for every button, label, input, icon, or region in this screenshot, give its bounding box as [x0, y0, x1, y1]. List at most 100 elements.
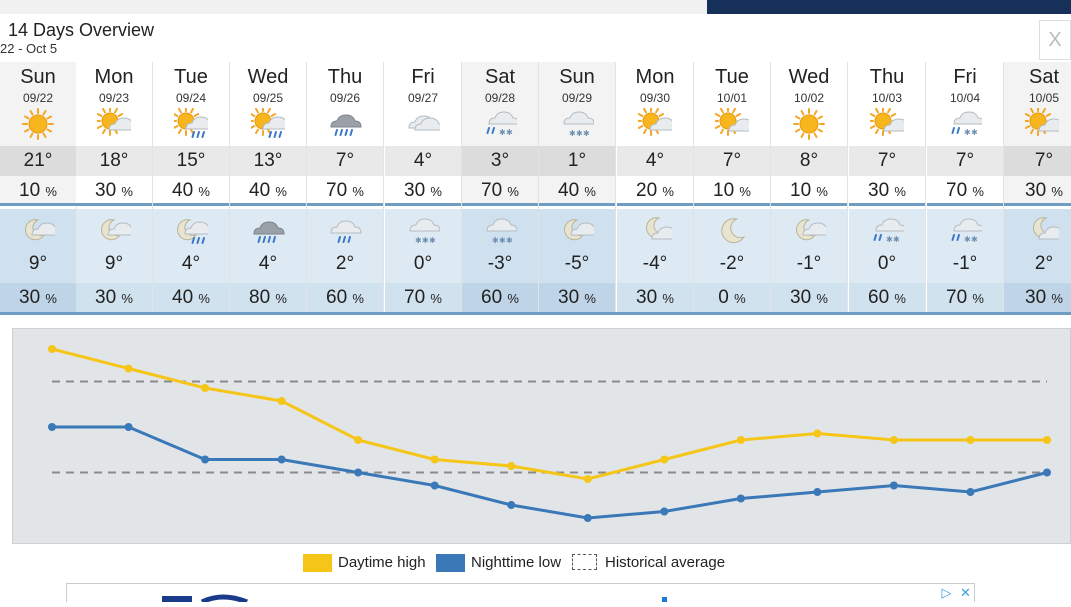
- day-precip-value: 70: [326, 180, 348, 201]
- daytime-high: 4°: [385, 146, 461, 176]
- svg-text:✱: ✱: [886, 235, 893, 244]
- moon-cloud-icon: [1033, 217, 1059, 240]
- legend-swatch-high: [303, 554, 332, 572]
- nighttime-low-point: [583, 514, 592, 522]
- nighttime-low-point: [48, 423, 56, 431]
- night-block: ✱ ✱ -1°: [927, 209, 1003, 283]
- ad-banner[interactable]: [66, 583, 975, 605]
- nighttime-low: 9°: [28, 253, 48, 274]
- ad-close-icon[interactable]: ✕: [960, 585, 971, 600]
- forecast-day-column: Sun 09/22 21° 10 % 9° 30 %: [0, 62, 77, 314]
- nighttime-low: 4°: [258, 253, 278, 274]
- percent-sign: %: [894, 184, 906, 199]
- percent-sign: %: [45, 184, 57, 199]
- nighttime-low-point: [277, 455, 286, 464]
- night-precip-chance: 70 %: [385, 283, 461, 312]
- daytime-high: 7°: [694, 146, 770, 176]
- daytime-high: 7°: [1004, 146, 1071, 176]
- day-date: 09/25: [252, 91, 284, 105]
- forecast-day-column: Fri 09/27 4° 30 % ✱ ✱ ✱ 0° 70 %: [385, 62, 462, 314]
- day-header: Sun 09/29 ✱ ✱ ✱: [539, 62, 615, 146]
- nighttime-low: 0°: [877, 253, 897, 274]
- forecast-grid: Sun 09/22 21° 10 % 9° 30 % Mon 09/23 18°…: [0, 62, 1071, 314]
- day-precip-chance: 30 %: [849, 176, 925, 206]
- day-date: 09/27: [407, 91, 439, 105]
- day-precip-chance: 70 %: [927, 176, 1003, 206]
- legend-label-high: Daytime high: [338, 554, 426, 571]
- svg-text:✱: ✱: [893, 235, 900, 244]
- percent-sign: %: [275, 291, 287, 306]
- ad-banner-art: [162, 594, 667, 605]
- day-header: Thu 10/03: [849, 62, 925, 146]
- daytime-high-point: [201, 384, 210, 392]
- night-block: ✱ ✱ ✱ 0°: [385, 209, 461, 283]
- night-block: 4°: [153, 209, 229, 283]
- svg-text:✱: ✱: [422, 236, 429, 245]
- rain-icon: [330, 114, 362, 136]
- day-header: Sat 10/05: [1004, 62, 1071, 146]
- day-header: Tue 09/24: [153, 62, 229, 146]
- ad-choices-icon[interactable]: ▷: [941, 585, 952, 600]
- moon-cloud-icon: [646, 217, 672, 240]
- day-name: Tue: [174, 66, 208, 88]
- daytime-high: 4°: [617, 146, 693, 176]
- partly-sunny-icon: [97, 108, 131, 136]
- daytime-high-point: [124, 364, 133, 373]
- close-button[interactable]: X: [1039, 20, 1071, 60]
- nighttime-low: -4°: [642, 253, 668, 274]
- night-block: ✱ ✱ ✱ -3°: [462, 209, 538, 283]
- percent-sign: %: [121, 291, 133, 306]
- cloudy-night-icon: [25, 219, 55, 241]
- sun-rain-icon: [251, 108, 285, 138]
- day-precip-chance: 40 %: [230, 176, 306, 206]
- daytime-high: 13°: [230, 146, 306, 176]
- percent-sign: %: [584, 184, 596, 199]
- sleet-icon: ✱ ✱: [486, 111, 517, 137]
- day-date: 10/01: [716, 91, 748, 105]
- date-range: 22 - Oct 5: [0, 41, 58, 56]
- day-name: Sat: [484, 66, 516, 88]
- night-precip-value: 60: [326, 287, 348, 308]
- percent-sign: %: [198, 291, 210, 306]
- top-strip-dark: [707, 0, 1071, 14]
- percent-sign: %: [739, 184, 751, 199]
- percent-sign: %: [275, 184, 287, 199]
- night-precip-chance: 0 %: [694, 283, 770, 312]
- day-header: Sun 09/22: [0, 62, 76, 146]
- percent-sign: %: [198, 184, 210, 199]
- night-precip-value: 30: [1025, 287, 1047, 308]
- day-header: Fri 09/27: [385, 62, 461, 146]
- svg-text:✱: ✱: [499, 128, 506, 137]
- night-precip-chance: 60 %: [462, 283, 538, 312]
- night-precip-value: 40: [172, 287, 194, 308]
- percent-sign: %: [352, 291, 364, 306]
- daytime-high: 18°: [76, 146, 152, 176]
- forecast-day-column: Sat 10/05 7° 30 % 2° 30 %: [1004, 62, 1071, 314]
- night-block: 2°: [1004, 209, 1071, 283]
- forecast-day-column: Mon 09/23 18° 30 % 9° 30 %: [76, 62, 153, 314]
- daytime-high-point: [354, 436, 363, 444]
- percent-sign: %: [584, 291, 596, 306]
- day-name: Sun: [559, 66, 595, 88]
- moon-icon: [721, 218, 746, 244]
- night-block: 9°: [76, 209, 152, 283]
- nighttime-low: -3°: [487, 253, 513, 274]
- nighttime-low-point: [660, 507, 669, 516]
- forecast-day-column: Sun 09/29 ✱ ✱ ✱ 1° 40 % -5° 30 %: [539, 62, 616, 314]
- percent-sign: %: [1051, 291, 1063, 306]
- night-precip-chance: 60 %: [307, 283, 383, 312]
- night-precip-value: 60: [868, 287, 890, 308]
- day-date: 09/22: [22, 91, 54, 105]
- sleet-icon: ✱ ✱: [951, 111, 982, 137]
- daytime-high-point: [813, 429, 822, 438]
- day-name: Fri: [953, 66, 977, 88]
- day-precip-value: 40: [172, 180, 194, 201]
- daytime-high-line: [51, 347, 1047, 481]
- nighttime-low-point: [813, 488, 822, 496]
- percent-sign: %: [45, 291, 57, 306]
- daytime-high-point: [277, 397, 286, 405]
- day-header: Mon 09/30: [617, 62, 693, 146]
- cloudy-night-icon: [564, 219, 594, 241]
- night-precip-chance: 30 %: [617, 283, 693, 312]
- day-precip-value: 10: [713, 180, 735, 201]
